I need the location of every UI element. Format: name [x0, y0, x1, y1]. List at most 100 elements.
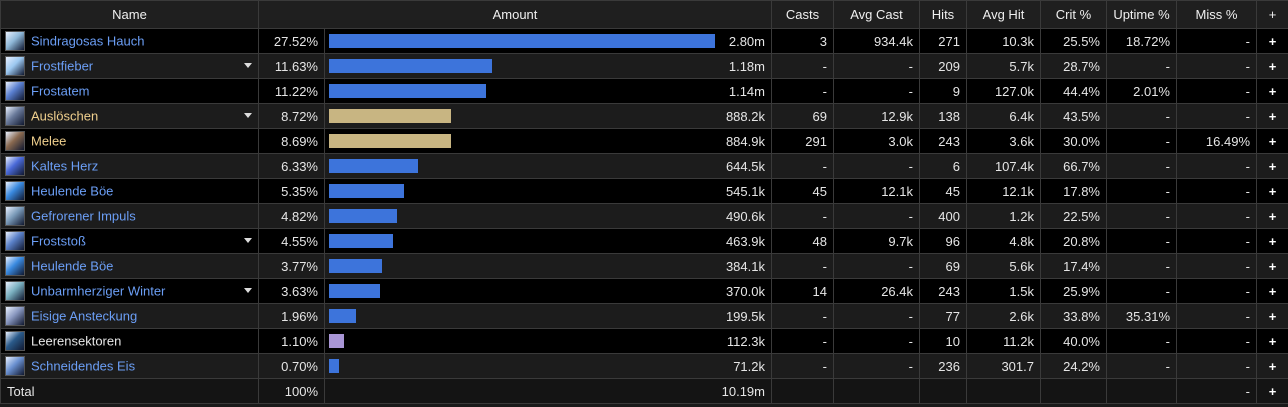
- expand-row-button[interactable]: +: [1256, 178, 1288, 204]
- table-row[interactable]: Schneidendes Eis 0.70% 71.2k - -236 301.7 24.2…: [0, 353, 1288, 379]
- ability-name-cell[interactable]: Frostfieber: [0, 53, 259, 79]
- ability-name[interactable]: Kaltes Herz: [31, 158, 99, 174]
- amount-bar: [329, 334, 344, 348]
- avg-hit-column-header[interactable]: Avg Hit: [966, 0, 1041, 29]
- table-row[interactable]: Kaltes Herz 6.33% 644.5k - -6 107.4k 66.7% - - +: [0, 153, 1288, 179]
- amount-bar: [329, 134, 451, 148]
- ability-name-cell[interactable]: Sindragosas Hauch: [0, 28, 259, 54]
- ability-percent: 4.55%: [258, 228, 325, 254]
- miss-column-header[interactable]: Miss %: [1176, 0, 1257, 29]
- table-row[interactable]: Melee 8.69% 884.9k 291 3.0k 243 3.6k 30.0% -16.4…: [0, 128, 1288, 154]
- amount-bar: [329, 209, 397, 223]
- total-expand-button[interactable]: +: [1256, 378, 1288, 404]
- casts-column-header[interactable]: Casts: [771, 0, 834, 29]
- expand-row-button[interactable]: +: [1256, 28, 1288, 54]
- amount-bar-cell: 490.6k: [324, 203, 772, 229]
- table-row[interactable]: Frostatem 11.22% 1.14m - -9 127.0k 44.4% 2.01% -…: [0, 78, 1288, 104]
- expand-row-button[interactable]: +: [1256, 153, 1288, 179]
- cold-heart-icon: [5, 156, 25, 176]
- ability-name[interactable]: Auslöschen: [31, 108, 99, 124]
- table-row[interactable]: Froststoß 4.55% 463.9k 48 9.7k 96 4.8k 20.8% - - +: [0, 228, 1288, 254]
- amount-column-header[interactable]: Amount: [258, 0, 772, 29]
- ability-amount: 888.2k: [725, 109, 765, 124]
- expand-row-button[interactable]: +: [1256, 78, 1288, 104]
- amount-bar-cell: 888.2k: [324, 103, 772, 129]
- ability-name[interactable]: Frostfieber: [31, 58, 94, 74]
- miss-value: -: [1176, 153, 1257, 179]
- frozen-pulse-icon: [5, 206, 25, 226]
- total-percent: 100%: [258, 378, 325, 404]
- ability-name-cell[interactable]: Heulende Böe: [0, 253, 259, 279]
- ability-name-cell[interactable]: Heulende Böe: [0, 178, 259, 204]
- table-row[interactable]: Auslöschen 8.72% 888.2k 69 12.9k 138 6.4k 43.5%…: [0, 103, 1288, 129]
- expand-row-button[interactable]: +: [1256, 253, 1288, 279]
- ability-name-cell[interactable]: Schneidendes Eis: [0, 353, 259, 379]
- table-row[interactable]: Unbarmherziger Winter 3.63% 370.0k 14 26.4k 2…: [0, 278, 1288, 304]
- table-row[interactable]: Gefrorener Impuls 4.82% 490.6k - -400 1.2k 22.…: [0, 203, 1288, 229]
- casts-value: 3: [771, 28, 834, 54]
- expand-row-button[interactable]: +: [1256, 328, 1288, 354]
- total-label: Total: [0, 378, 259, 404]
- amount-bar-cell: 370.0k: [324, 278, 772, 304]
- crit-value: 25.9%: [1040, 278, 1107, 304]
- crit-value: 25.5%: [1040, 28, 1107, 54]
- expand-all-button[interactable]: +: [1256, 0, 1288, 29]
- amount-bar-cell: 71.2k: [324, 353, 772, 379]
- name-column-header[interactable]: Name: [0, 0, 259, 29]
- uptime-value: -: [1106, 328, 1177, 354]
- expand-row-button[interactable]: +: [1256, 278, 1288, 304]
- ability-percent: 8.69%: [258, 128, 325, 154]
- expand-row-button[interactable]: +: [1256, 128, 1288, 154]
- chevron-down-icon[interactable]: [244, 238, 252, 243]
- miss-value: -: [1176, 253, 1257, 279]
- ability-name-cell[interactable]: Froststoß: [0, 228, 259, 254]
- chevron-down-icon[interactable]: [244, 63, 252, 68]
- casts-value: -: [771, 78, 834, 104]
- ability-name[interactable]: Frostatem: [31, 83, 90, 99]
- table-row[interactable]: Heulende Böe 5.35% 545.1k 45 12.1k 45 12.1k 17.…: [0, 178, 1288, 204]
- uptime-column-header[interactable]: Uptime %: [1106, 0, 1177, 29]
- ability-name[interactable]: Heulende Böe: [31, 183, 114, 199]
- ability-name-cell[interactable]: Melee: [0, 128, 259, 154]
- chevron-down-icon[interactable]: [244, 113, 252, 118]
- ability-name[interactable]: Eisige Ansteckung: [31, 308, 138, 324]
- avg-hit-value: 2.6k: [966, 303, 1041, 329]
- crit-value: 20.8%: [1040, 228, 1107, 254]
- expand-row-button[interactable]: +: [1256, 203, 1288, 229]
- expand-row-button[interactable]: +: [1256, 228, 1288, 254]
- ability-name[interactable]: Melee: [31, 133, 67, 149]
- ability-name[interactable]: Sindragosas Hauch: [31, 33, 145, 49]
- expand-row-button[interactable]: +: [1256, 353, 1288, 379]
- table-row[interactable]: Sindragosas Hauch 27.52% 2.80m 3 934.4k 271 10…: [0, 28, 1288, 54]
- table-row[interactable]: Heulende Böe 3.77% 384.1k - -69 5.6k 17.4% - - +: [0, 253, 1288, 279]
- expand-row-button[interactable]: +: [1256, 303, 1288, 329]
- ability-name[interactable]: Leerensektoren: [31, 333, 122, 349]
- frost-strike-icon: [5, 231, 25, 251]
- table-row[interactable]: Eisige Ansteckung 1.96% 199.5k - -77 2.6k 33.8…: [0, 303, 1288, 329]
- hits-column-header[interactable]: Hits: [919, 0, 967, 29]
- uptime-value: -: [1106, 103, 1177, 129]
- ability-name[interactable]: Schneidendes Eis: [31, 358, 136, 374]
- table-row[interactable]: Frostfieber 11.63% 1.18m - -209 5.7k 28.7% - - +: [0, 53, 1288, 79]
- ability-name-cell[interactable]: Gefrorener Impuls: [0, 203, 259, 229]
- ability-name[interactable]: Heulende Böe: [31, 258, 114, 274]
- hits-value: 236: [919, 353, 967, 379]
- ability-name-cell[interactable]: Unbarmherziger Winter: [0, 278, 259, 304]
- ability-name-cell[interactable]: Eisige Ansteckung: [0, 303, 259, 329]
- ability-name-cell[interactable]: Auslöschen: [0, 103, 259, 129]
- avg-cast-column-header[interactable]: Avg Cast: [833, 0, 920, 29]
- expand-row-button[interactable]: +: [1256, 103, 1288, 129]
- expand-row-button[interactable]: +: [1256, 53, 1288, 79]
- hits-value: 243: [919, 128, 967, 154]
- chevron-down-icon[interactable]: [244, 288, 252, 293]
- ability-name-cell[interactable]: Frostatem: [0, 78, 259, 104]
- ability-name[interactable]: Froststoß: [31, 233, 86, 249]
- ability-name[interactable]: Unbarmherziger Winter: [31, 283, 166, 299]
- hits-value: 69: [919, 253, 967, 279]
- ability-name[interactable]: Gefrorener Impuls: [31, 208, 136, 224]
- amount-bar-cell: 545.1k: [324, 178, 772, 204]
- crit-column-header[interactable]: Crit %: [1040, 0, 1107, 29]
- table-row[interactable]: Leerensektoren 1.10% 112.3k - -10 11.2k 40.0% -…: [0, 328, 1288, 354]
- ability-name-cell[interactable]: Leerensektoren: [0, 328, 259, 354]
- ability-name-cell[interactable]: Kaltes Herz: [0, 153, 259, 179]
